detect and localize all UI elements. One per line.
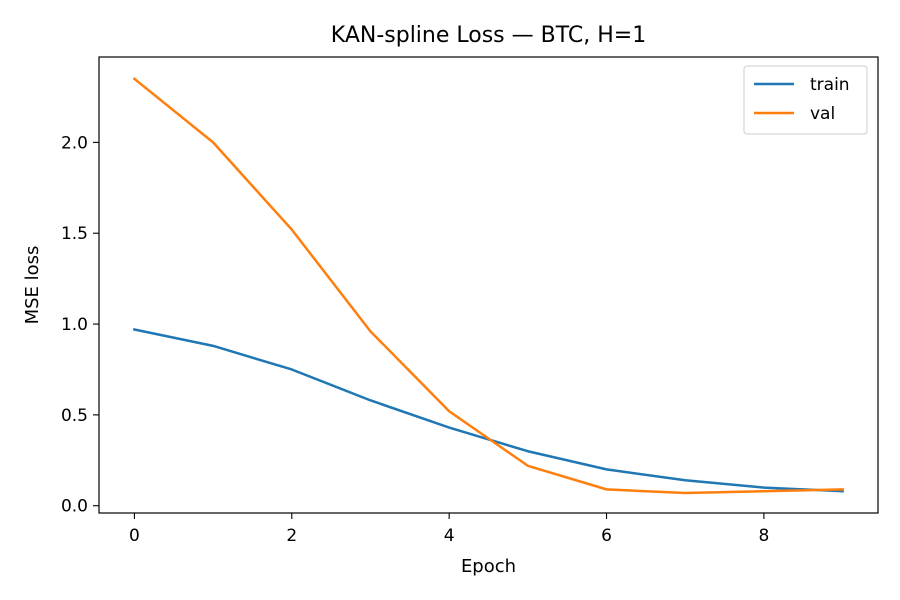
x-tick-label: 2 (286, 526, 297, 546)
legend: train val (743, 65, 868, 135)
legend-items: train val (754, 75, 850, 124)
y-tick-label: 0.5 (61, 406, 88, 426)
y-tick-label: 0.0 (61, 497, 88, 517)
chart-title: KAN-spline Loss — BTC, H=1 (331, 23, 646, 48)
axes-frame (98, 56, 879, 514)
y-axis-label: MSE loss (22, 246, 43, 325)
series-line-val (132, 77, 844, 495)
y-tick-label: 2.0 (61, 133, 88, 153)
x-tick-label: 6 (601, 526, 612, 546)
y-tick-label: 1.0 (61, 315, 88, 335)
x-axis-label: Epoch (461, 556, 516, 577)
legend-label-val: val (810, 104, 835, 124)
series-layer (132, 77, 844, 495)
x-tick-label: 0 (129, 526, 140, 546)
y-tick-label: 1.5 (61, 224, 88, 244)
x-tick-label: 8 (758, 526, 769, 546)
legend-label-train: train (810, 75, 850, 95)
y-axis-ticks: 0.0 0.5 1.0 1.5 2.0 (61, 133, 99, 517)
x-tick-label: 4 (444, 526, 455, 546)
x-axis-ticks: 0 2 4 6 8 (129, 513, 769, 546)
